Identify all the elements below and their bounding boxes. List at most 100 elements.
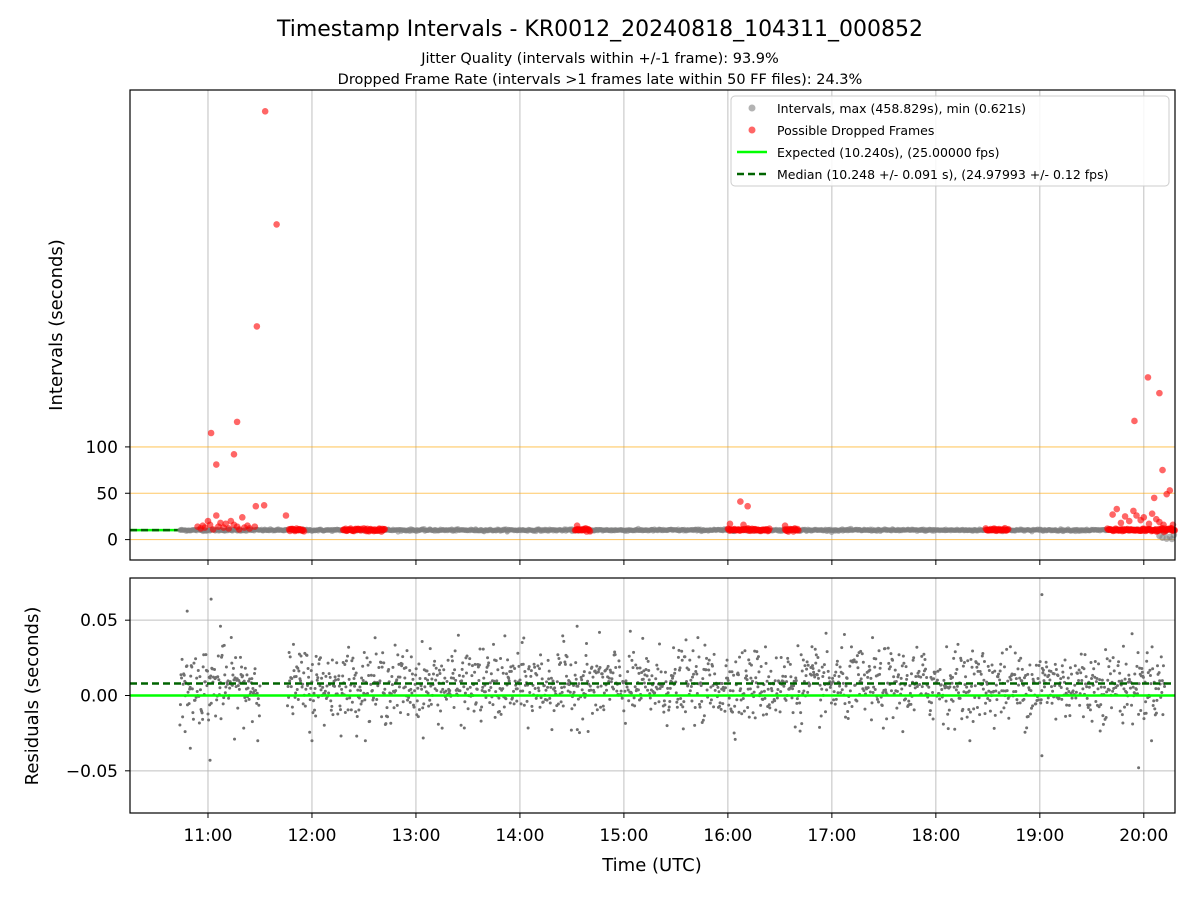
residual-point	[488, 701, 492, 705]
residual-point	[385, 706, 389, 710]
residual-point	[308, 698, 312, 702]
residual-point	[595, 708, 599, 712]
residual-point	[899, 676, 903, 680]
residual-point	[515, 699, 519, 703]
residual-point	[968, 739, 972, 743]
residual-point	[316, 676, 320, 680]
residual-point	[648, 696, 652, 700]
residual-point	[806, 690, 810, 694]
residual-point	[553, 689, 557, 693]
residual-point	[540, 662, 544, 666]
residual-point	[868, 668, 872, 672]
residual-point	[999, 662, 1003, 666]
residual-point	[813, 647, 817, 651]
residual-point	[1022, 697, 1026, 701]
residual-point	[321, 671, 325, 675]
residual-point	[612, 687, 616, 691]
residual-point	[892, 675, 896, 679]
legend-label-intervals: Intervals, max (458.829s), min (0.621s)	[777, 101, 1026, 116]
residual-point	[1070, 696, 1074, 700]
residual-point	[253, 667, 257, 671]
residual-point	[977, 662, 981, 666]
residual-point	[586, 729, 590, 733]
residual-point	[290, 705, 294, 709]
residual-point	[871, 636, 875, 640]
residual-point	[361, 664, 365, 668]
residual-point	[644, 667, 648, 671]
dropped-frame-point	[222, 520, 229, 528]
residual-point	[572, 683, 576, 687]
residual-point	[999, 710, 1003, 714]
residual-point	[923, 658, 927, 662]
residual-point	[409, 655, 413, 659]
residual-point	[537, 667, 541, 671]
residual-point	[444, 689, 448, 693]
residual-point	[434, 666, 438, 670]
residual-point	[522, 703, 526, 707]
residual-point	[580, 688, 584, 692]
residual-point	[939, 683, 943, 687]
residual-point	[1080, 678, 1084, 682]
residual-point	[642, 681, 646, 685]
residual-point	[1096, 687, 1100, 691]
residual-point	[182, 673, 186, 677]
residual-point	[403, 685, 407, 689]
residual-point	[577, 682, 581, 686]
residual-point	[1085, 696, 1089, 700]
residual-point	[667, 705, 671, 709]
residual-point	[326, 661, 330, 665]
residual-point	[1099, 703, 1103, 707]
residual-point	[970, 665, 974, 669]
residual-point	[417, 662, 421, 666]
residual-point	[805, 660, 809, 664]
residual-point	[540, 677, 544, 681]
residual-point	[200, 711, 204, 715]
residual-point	[911, 658, 915, 662]
residual-point	[257, 703, 261, 707]
residual-point	[495, 679, 499, 683]
residual-point	[450, 654, 454, 658]
residual-point	[817, 669, 821, 673]
residual-point	[574, 661, 578, 665]
residual-point	[820, 687, 824, 691]
residual-point	[330, 704, 334, 708]
residual-point	[1038, 660, 1042, 664]
residual-point	[1146, 671, 1150, 675]
residual-point	[406, 698, 410, 702]
residual-point	[547, 669, 551, 673]
residual-point	[718, 704, 722, 708]
residual-point	[525, 699, 529, 703]
residual-point	[256, 697, 260, 701]
residual-point	[739, 698, 743, 702]
residual-point	[812, 670, 816, 674]
residual-point	[589, 688, 593, 692]
residual-point	[966, 659, 970, 663]
residual-point	[641, 677, 645, 681]
residual-point	[563, 660, 567, 664]
residual-point	[1082, 667, 1086, 671]
residual-point	[1108, 659, 1112, 663]
residual-point	[565, 674, 569, 678]
residual-point	[826, 669, 830, 673]
residual-point	[697, 655, 701, 659]
dropped-frame-point	[273, 221, 280, 228]
residual-point	[1130, 703, 1134, 707]
residual-point	[478, 647, 482, 651]
residual-point	[763, 645, 767, 649]
residual-point	[1154, 687, 1158, 691]
residual-point	[602, 708, 606, 712]
residual-point	[959, 659, 963, 663]
residual-point	[536, 664, 540, 668]
residual-point	[739, 687, 743, 691]
residual-point	[499, 712, 503, 716]
dropped-frame-point	[230, 451, 238, 458]
dropped-frame-point	[217, 519, 224, 527]
residual-point	[1124, 662, 1128, 666]
residual-point	[371, 696, 375, 700]
residual-point	[536, 686, 540, 690]
residual-point	[800, 722, 804, 726]
residual-point	[650, 674, 654, 678]
residual-point	[352, 677, 356, 681]
residual-point	[306, 684, 310, 688]
residual-point	[389, 721, 393, 725]
